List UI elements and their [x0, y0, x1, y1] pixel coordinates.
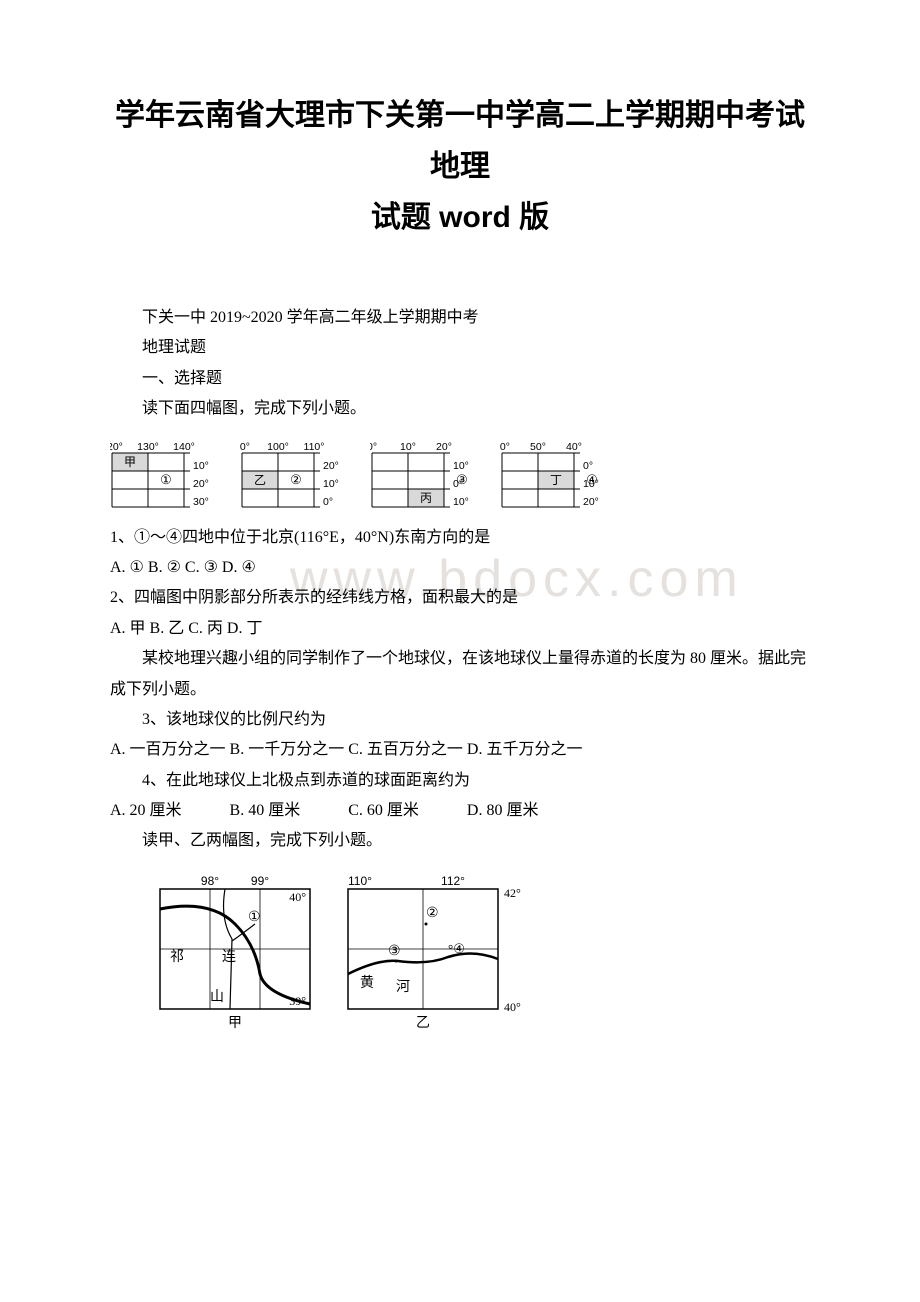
- svg-text:②: ②: [426, 906, 439, 921]
- svg-text:130°: 130°: [137, 441, 159, 453]
- svg-text:100°: 100°: [267, 441, 289, 453]
- maps-row: 98° 99° 40° 39° 祁 连山 ① 甲 110° 112° 42° 40° ② ③ °④ 黄 河乙: [138, 871, 810, 1041]
- svg-text:丁: 丁: [550, 473, 562, 487]
- svg-text:河: 河: [396, 979, 410, 995]
- svg-text:丙: 丙: [420, 491, 432, 505]
- document-title: 学年云南省大理市下关第一中学高二上学期期中考试地理 试题 word 版: [110, 90, 810, 243]
- question-3-options: A. 一百万分之一 B. 一千万分之一 C. 五百万分之一 D. 五千万分之一: [110, 735, 810, 765]
- title-line2: 试题 word 版: [371, 201, 549, 234]
- svg-text:42°: 42°: [504, 886, 521, 900]
- svg-text:黄: 黄: [360, 974, 374, 991]
- svg-text:50°: 50°: [530, 441, 546, 453]
- svg-text:140°: 140°: [173, 441, 195, 453]
- map-jia: 98° 99° 40° 39° 祁 连山 ① 甲: [138, 871, 338, 1041]
- question-2: 2、四幅图中阴影部分所表示的经纬线方格，面积最大的是: [110, 583, 810, 613]
- grid-diagrams-row: 120°130°140°10°20°30°甲①90°100°110°20°10°…: [110, 439, 810, 513]
- subtitle2: 地理试题: [110, 333, 810, 363]
- svg-text:0°: 0°: [370, 441, 377, 453]
- svg-text:20°: 20°: [436, 441, 452, 453]
- grid-diagram: 0°10°20°10°0°10°丙③: [370, 439, 480, 513]
- svg-text:°④: °④: [448, 941, 465, 956]
- svg-text:甲: 甲: [124, 455, 136, 469]
- grid-diagram: 90° 100° 110° 20° 10° 0° 乙 ②: [240, 439, 350, 513]
- question-3: 3、该地球仪的比例尺约为: [110, 705, 810, 735]
- question-4-options: A. 20 厘米 B. 40 厘米 C. 60 厘米 D. 80 厘米: [110, 796, 810, 826]
- question-1-options: A. ① B. ② C. ③ D. ④: [110, 553, 810, 583]
- svg-text:0°: 0°: [583, 460, 593, 472]
- svg-text:③: ③: [456, 472, 468, 487]
- question-1: 1、①～④四地中位于北京(116°E，40°N)东南方向的是: [110, 523, 810, 553]
- subtitle1: 下关一中 2019~2020 学年高二年级上学期期中考: [110, 303, 810, 333]
- svg-text:0°: 0°: [323, 496, 333, 508]
- intro3: 读甲、乙两幅图，完成下列小题。: [110, 826, 810, 856]
- svg-text:①: ①: [248, 910, 261, 925]
- question-2-options: A. 甲 B. 乙 C. 丙 D. 丁: [110, 614, 810, 644]
- svg-text:30°: 30°: [193, 496, 209, 508]
- svg-text:③: ③: [388, 944, 401, 959]
- svg-text:20°: 20°: [583, 496, 599, 508]
- svg-text:乙: 乙: [416, 1015, 430, 1031]
- intro1: 读下面四幅图，完成下列小题。: [110, 394, 810, 424]
- svg-text:②: ②: [290, 472, 302, 487]
- svg-text:10°: 10°: [323, 478, 339, 490]
- intro2: 某校地理兴趣小组的同学制作了一个地球仪，在该地球仪上量得赤道的长度为 80 厘米…: [110, 644, 810, 705]
- svg-text:10°: 10°: [453, 460, 469, 472]
- svg-text:10°: 10°: [193, 460, 209, 472]
- question-4: 4、在此地球仪上北极点到赤道的球面距离约为: [110, 766, 810, 796]
- svg-text:祁: 祁: [170, 949, 184, 965]
- svg-text:120°: 120°: [110, 441, 123, 453]
- svg-text:112°: 112°: [441, 874, 465, 888]
- svg-text:39°: 39°: [289, 994, 306, 1008]
- svg-text:甲: 甲: [228, 1016, 242, 1031]
- section-heading: 一、选择题: [110, 364, 810, 394]
- svg-text:20°: 20°: [323, 460, 339, 472]
- svg-text:110°: 110°: [348, 874, 372, 888]
- svg-text:山: 山: [210, 989, 224, 1005]
- svg-text:乙: 乙: [254, 473, 266, 487]
- svg-text:110°: 110°: [304, 441, 325, 453]
- svg-text:40°: 40°: [566, 441, 582, 453]
- grid-diagram: 120° 130° 140° 10° 20° 30° 甲 ①: [110, 439, 220, 513]
- svg-text:④: ④: [586, 472, 598, 487]
- map-yi: 110° 112° 42° 40° ② ③ °④ 黄 河乙: [338, 871, 558, 1041]
- svg-text:90°: 90°: [240, 441, 250, 453]
- svg-text:连: 连: [222, 949, 236, 965]
- svg-text:98°: 98°: [201, 874, 219, 888]
- svg-text:20°: 20°: [193, 478, 209, 490]
- svg-text:40°: 40°: [504, 1000, 521, 1014]
- svg-text:60°: 60°: [500, 441, 510, 453]
- svg-text:10°: 10°: [400, 441, 416, 453]
- svg-text:99°: 99°: [251, 874, 269, 888]
- svg-text:40°: 40°: [289, 890, 306, 904]
- title-line1: 学年云南省大理市下关第一中学高二上学期期中考试地理: [115, 99, 805, 183]
- grid-diagram: 60°50°40°0°10°20°丁④: [500, 439, 610, 513]
- svg-text:①: ①: [160, 472, 172, 487]
- svg-text:10°: 10°: [453, 496, 469, 508]
